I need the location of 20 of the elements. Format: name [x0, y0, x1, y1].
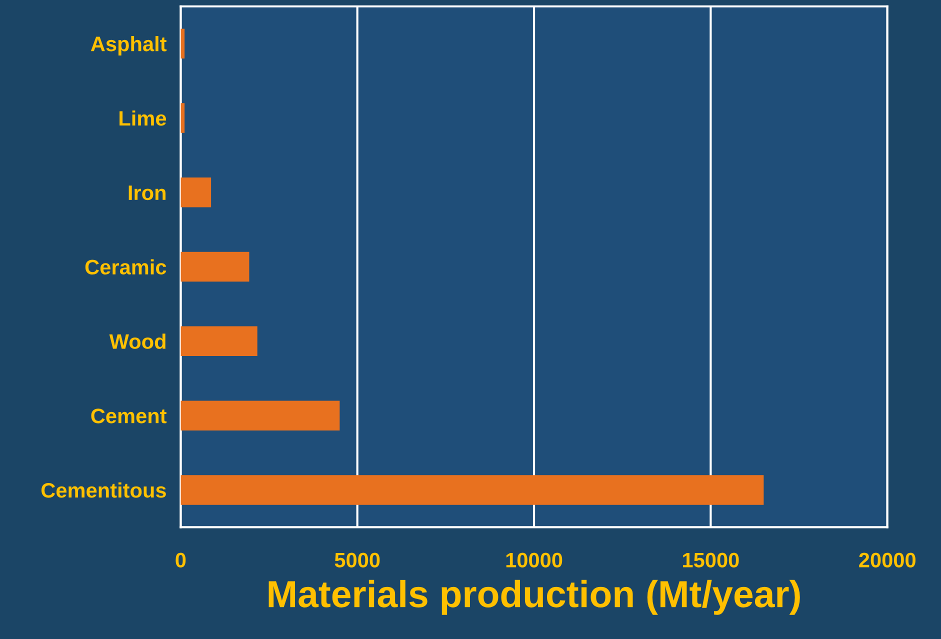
bar	[180, 326, 258, 356]
x-tick-label: 5000	[334, 552, 380, 568]
bar	[180, 178, 212, 208]
y-tick-label: Iron	[128, 186, 166, 200]
y-tick-label: Lime	[120, 110, 166, 126]
bar	[180, 475, 764, 505]
bar	[180, 28, 185, 58]
y-tick-label: Wood	[109, 334, 166, 349]
x-tick-label: 15000	[683, 552, 739, 568]
bar	[180, 252, 250, 282]
bar	[180, 103, 185, 133]
y-tick-label: Cement	[91, 408, 167, 424]
x-axis-title: Materials production (Mt/year)	[268, 580, 800, 615]
x-tick-label: 10000	[506, 552, 562, 568]
y-tick-label: Ceramic	[85, 259, 166, 275]
y-tick-label: Asphalt	[90, 36, 167, 56]
bar	[180, 400, 340, 430]
y-tick-label: Cementitous	[41, 482, 166, 498]
x-tick-label: 20000	[859, 552, 916, 568]
x-tick-label: 0	[176, 552, 186, 568]
